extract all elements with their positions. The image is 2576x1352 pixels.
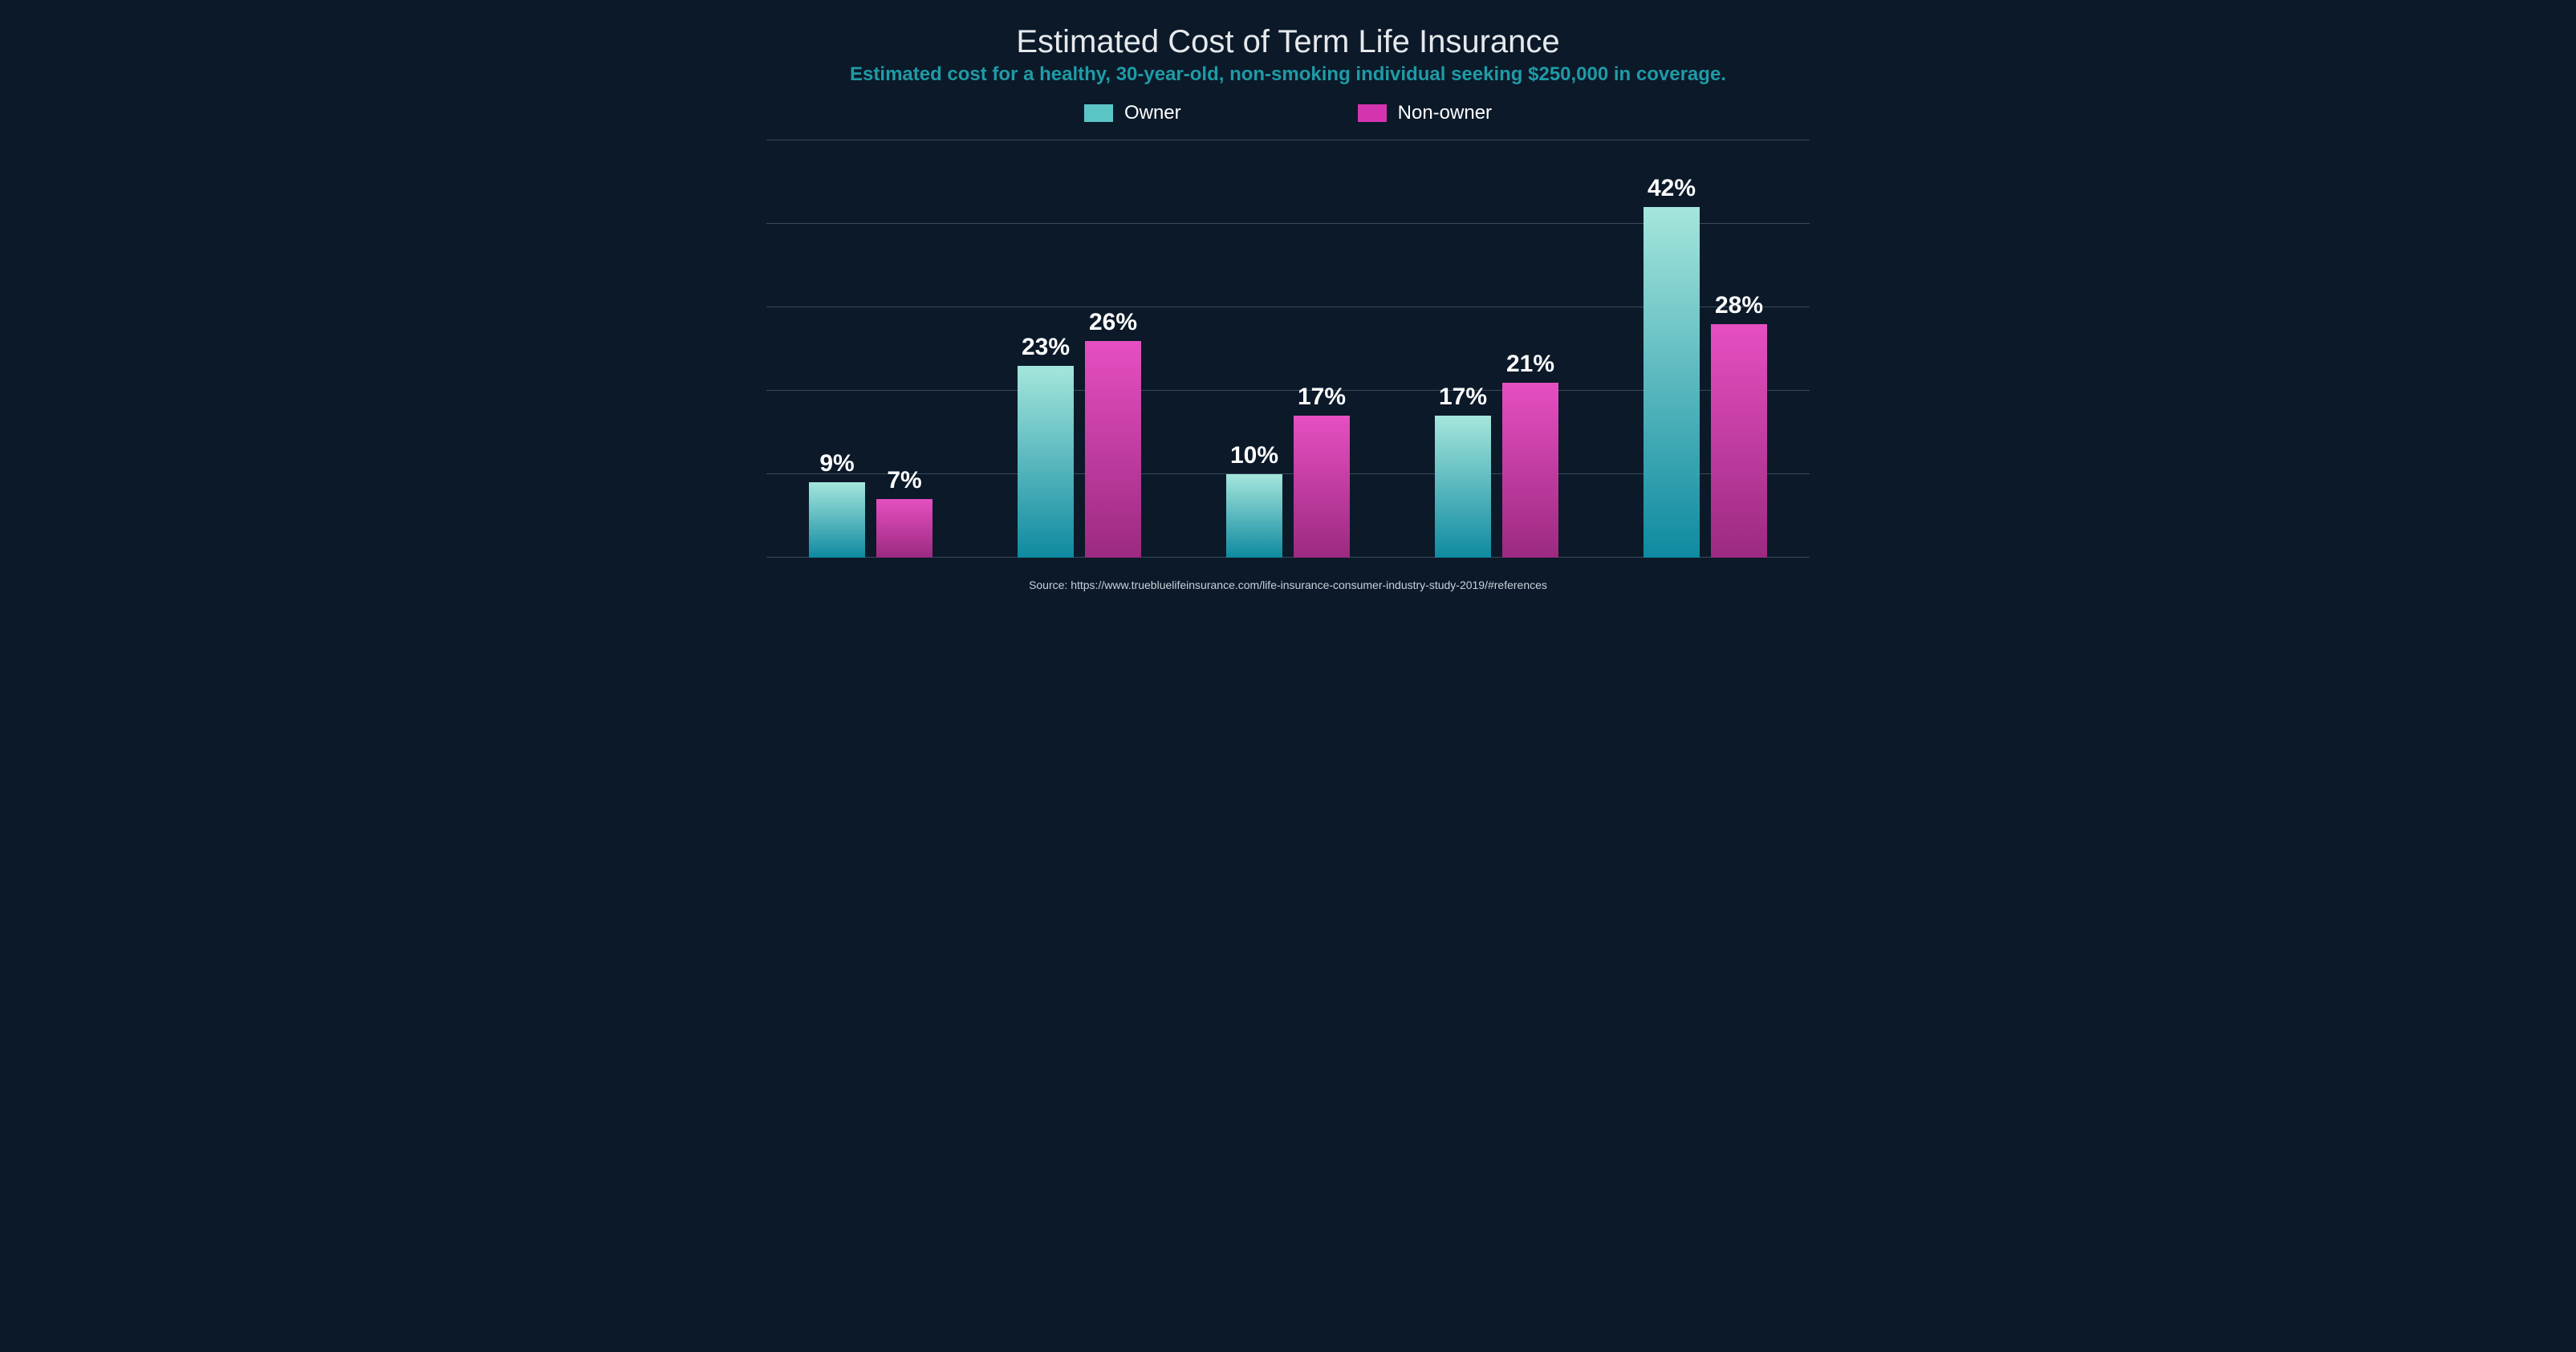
bar: [1018, 366, 1074, 558]
bar: [1435, 416, 1491, 558]
bar-nonowner: 17%: [1294, 384, 1350, 558]
chart-title: Estimated Cost of Term Life Insurance: [734, 24, 1842, 60]
bar-nonowner: 26%: [1085, 309, 1141, 558]
bar-value-label: 7%: [887, 467, 921, 494]
bar: [1644, 207, 1700, 558]
bar-value-label: 28%: [1715, 292, 1763, 319]
legend-item-nonowner: Non-owner: [1358, 102, 1492, 124]
chart-source: Source: https://www.truebluelifeinsuranc…: [734, 579, 1842, 591]
bar-owner: 23%: [1018, 334, 1074, 558]
bar-value-label: 17%: [1439, 384, 1487, 411]
bar-value-label: 9%: [819, 450, 854, 477]
bar-value-label: 21%: [1506, 351, 1554, 378]
chart-container: Estimated Cost of Term Life Insurance Es…: [686, 0, 1890, 619]
bar-value-label: 26%: [1089, 309, 1137, 336]
legend-label-owner: Owner: [1124, 102, 1181, 124]
bar-nonowner: 28%: [1711, 292, 1767, 558]
bar-group: 17% 21%: [1435, 351, 1558, 558]
legend-swatch-nonowner: [1358, 104, 1387, 122]
bar-group: 10% 17%: [1226, 384, 1350, 558]
bar-value-label: 17%: [1298, 384, 1346, 411]
bar-owner: 9%: [809, 450, 865, 558]
chart-bar-groups: 9% 7% 23% 26% 10% 17% 17% 21% 42% 28%: [766, 140, 1810, 558]
legend-label-nonowner: Non-owner: [1398, 102, 1492, 124]
bar-value-label: 42%: [1648, 175, 1696, 202]
legend-swatch-owner: [1084, 104, 1113, 122]
bar: [1502, 383, 1558, 558]
bar-owner: 42%: [1644, 175, 1700, 558]
bar-owner: 10%: [1226, 442, 1282, 558]
bar-owner: 17%: [1435, 384, 1491, 558]
bar: [1294, 416, 1350, 558]
chart-plot-area: 9% 7% 23% 26% 10% 17% 17% 21% 42% 28%: [766, 140, 1810, 558]
chart-legend: Owner Non-owner: [734, 102, 1842, 124]
bar-nonowner: 21%: [1502, 351, 1558, 558]
bar: [1226, 474, 1282, 558]
legend-item-owner: Owner: [1084, 102, 1181, 124]
bar-nonowner: 7%: [876, 467, 932, 558]
bar-group: 42% 28%: [1644, 175, 1767, 558]
bar-group: 9% 7%: [809, 450, 932, 558]
chart-subtitle: Estimated cost for a healthy, 30-year-ol…: [734, 63, 1842, 86]
bar: [876, 499, 932, 558]
bar-value-label: 23%: [1022, 334, 1070, 361]
bar-group: 23% 26%: [1018, 309, 1141, 558]
bar: [1085, 341, 1141, 558]
bar: [1711, 324, 1767, 558]
bar-value-label: 10%: [1230, 442, 1278, 469]
bar: [809, 482, 865, 558]
